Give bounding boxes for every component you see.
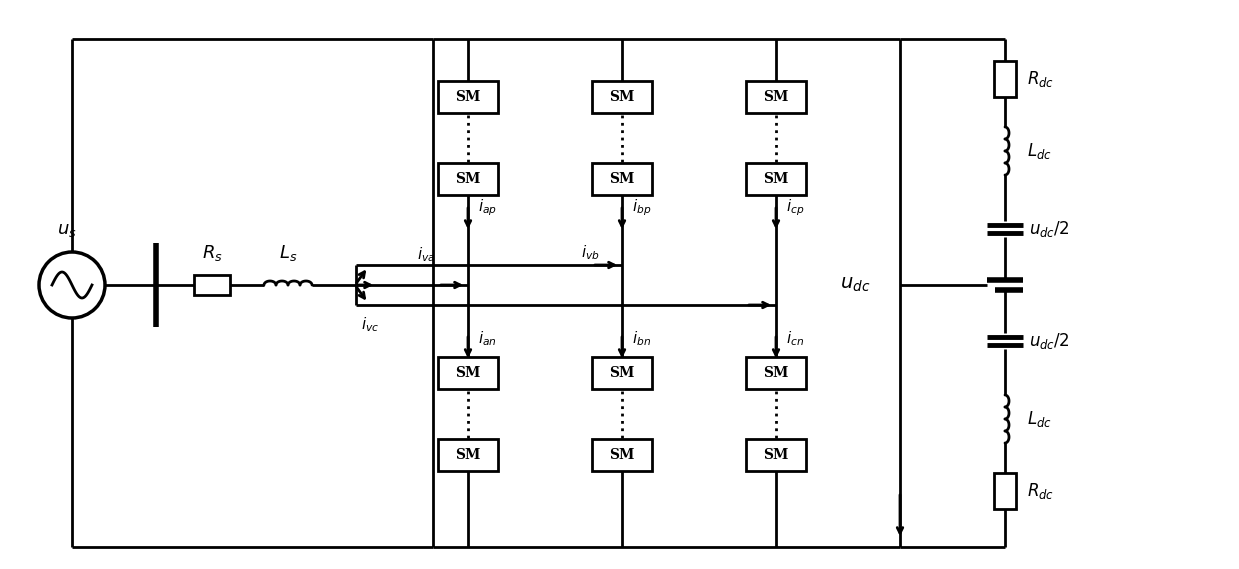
Text: SM: SM: [763, 90, 789, 104]
Bar: [439, 81, 498, 113]
Text: SM: SM: [455, 448, 481, 462]
Text: $i_{va}$: $i_{va}$: [416, 246, 435, 265]
Text: $i_{cn}$: $i_{cn}$: [786, 329, 804, 348]
Text: SM: SM: [610, 90, 634, 104]
Text: $i_{bp}$: $i_{bp}$: [632, 197, 652, 218]
Bar: [592, 357, 652, 389]
Text: SM: SM: [610, 448, 634, 462]
Text: $i_{vb}$: $i_{vb}$: [581, 244, 600, 262]
Text: $L_s$: $L_s$: [279, 243, 297, 263]
Bar: [746, 439, 807, 471]
Text: $R_{dc}$: $R_{dc}$: [1027, 69, 1054, 89]
Text: SM: SM: [455, 366, 481, 380]
Bar: [994, 61, 1016, 97]
Text: $u_s$: $u_s$: [57, 221, 77, 239]
Bar: [592, 81, 652, 113]
Text: SM: SM: [610, 172, 634, 186]
Text: SM: SM: [455, 90, 481, 104]
Bar: [439, 439, 498, 471]
Text: $R_{dc}$: $R_{dc}$: [1027, 481, 1054, 501]
Text: $i_{ap}$: $i_{ap}$: [478, 197, 497, 218]
Text: $L_{dc}$: $L_{dc}$: [1027, 141, 1052, 161]
Text: SM: SM: [455, 172, 481, 186]
Bar: [439, 163, 498, 195]
Bar: [592, 439, 652, 471]
Text: $i_{vc}$: $i_{vc}$: [361, 316, 379, 335]
Text: $i_{an}$: $i_{an}$: [478, 329, 497, 348]
Bar: [746, 163, 807, 195]
Bar: [592, 163, 652, 195]
Text: SM: SM: [763, 366, 789, 380]
Text: $u_{dc}/2$: $u_{dc}/2$: [1030, 331, 1069, 351]
Bar: [746, 357, 807, 389]
Text: SM: SM: [763, 448, 789, 462]
Text: $i_{cp}$: $i_{cp}$: [786, 197, 804, 218]
Bar: [746, 81, 807, 113]
Text: $u_{dc}$: $u_{dc}$: [840, 276, 870, 294]
Text: SM: SM: [610, 366, 634, 380]
Text: $L_{dc}$: $L_{dc}$: [1027, 409, 1052, 429]
Bar: [439, 357, 498, 389]
Text: SM: SM: [763, 172, 789, 186]
Text: $R_s$: $R_s$: [202, 243, 223, 263]
Bar: [994, 473, 1016, 509]
Text: $u_{dc}/2$: $u_{dc}/2$: [1030, 219, 1069, 239]
Bar: [195, 275, 230, 295]
Text: $i_{bn}$: $i_{bn}$: [632, 329, 650, 348]
